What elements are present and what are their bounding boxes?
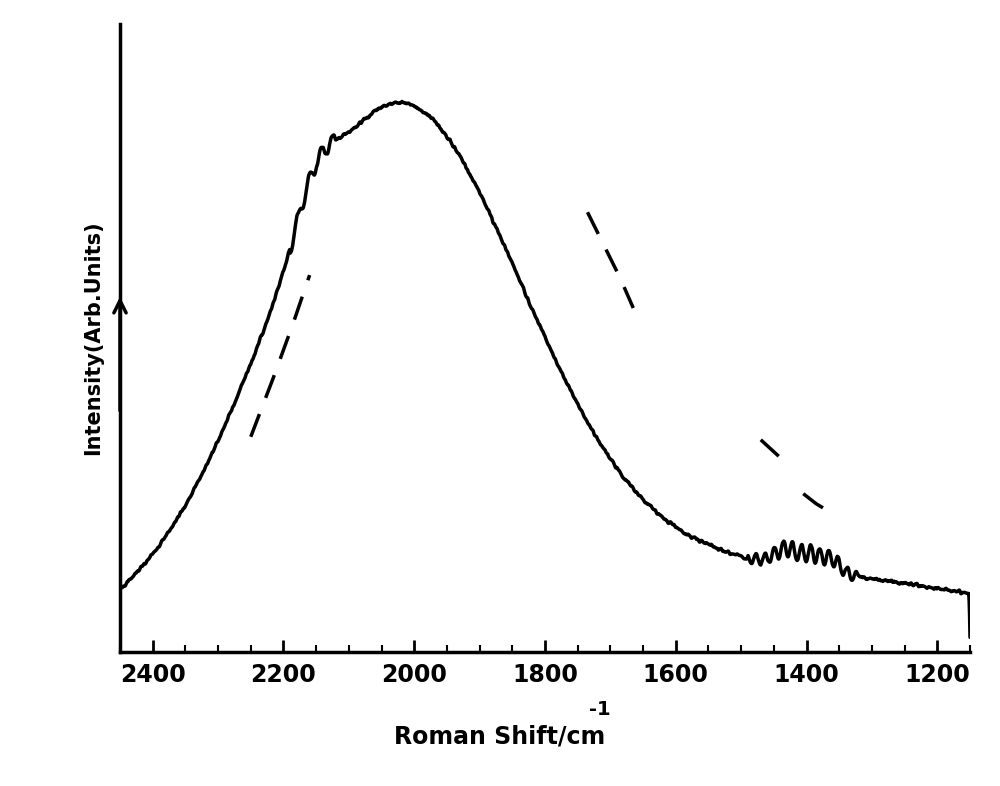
Y-axis label: Intensity(Arb.Units): Intensity(Arb.Units) xyxy=(83,221,103,455)
Text: -1: -1 xyxy=(589,700,611,719)
Text: Roman Shift/cm: Roman Shift/cm xyxy=(394,724,606,748)
